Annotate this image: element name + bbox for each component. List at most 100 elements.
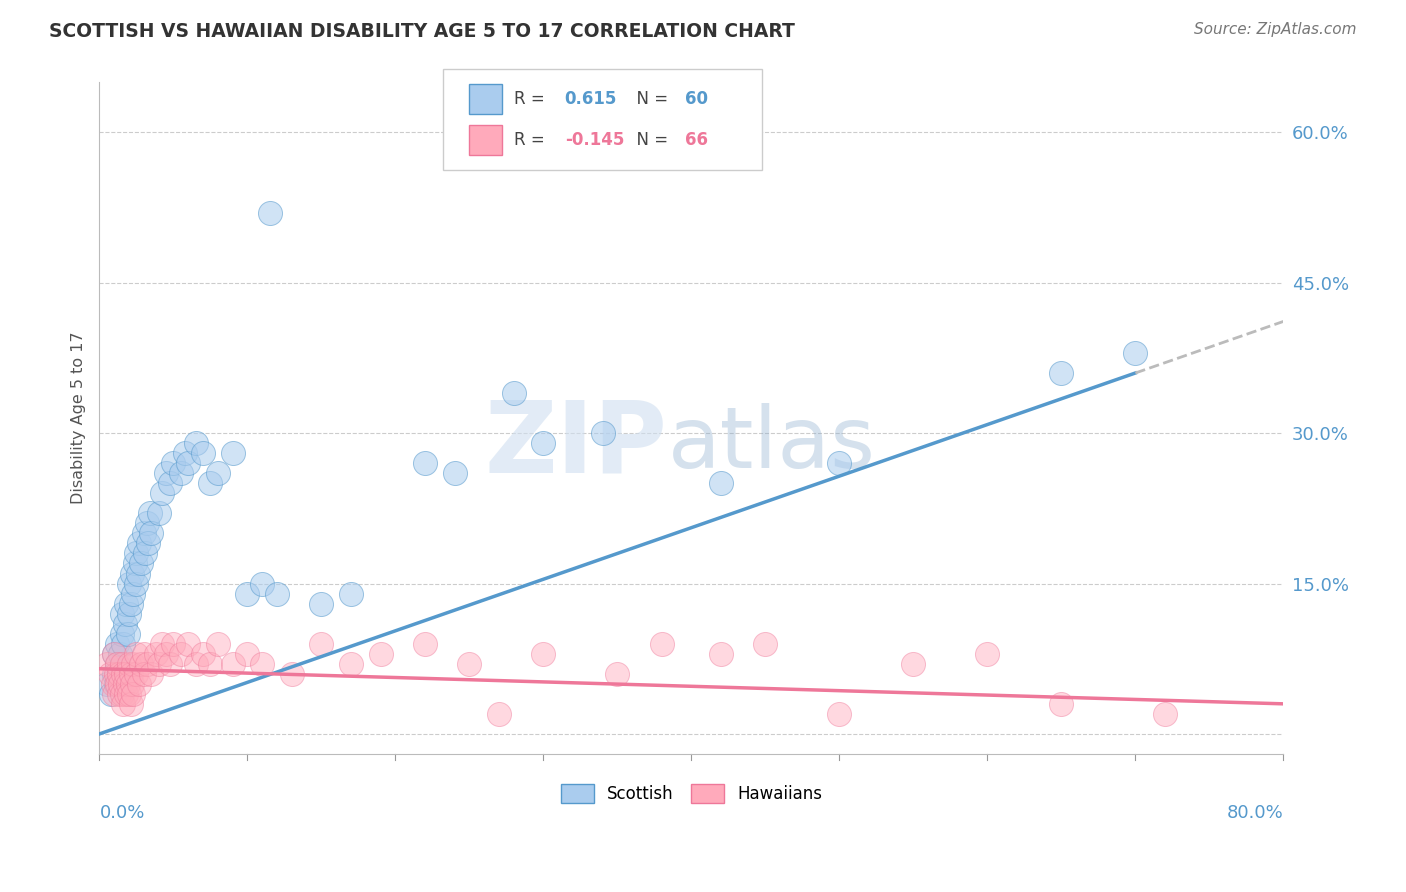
FancyBboxPatch shape xyxy=(468,84,502,114)
Point xyxy=(100,687,122,701)
Point xyxy=(105,637,128,651)
Text: 66: 66 xyxy=(686,131,709,149)
Point xyxy=(828,706,851,721)
Point xyxy=(1050,366,1073,380)
Text: N =: N = xyxy=(626,90,673,108)
Point xyxy=(103,666,125,681)
Point xyxy=(340,586,363,600)
Point xyxy=(118,657,141,671)
Point xyxy=(104,666,127,681)
Point xyxy=(311,637,333,651)
Point xyxy=(98,666,121,681)
Point xyxy=(125,576,148,591)
Point xyxy=(141,526,163,541)
FancyBboxPatch shape xyxy=(443,69,762,169)
Point xyxy=(132,666,155,681)
FancyBboxPatch shape xyxy=(468,125,502,155)
Point xyxy=(1050,697,1073,711)
Point xyxy=(413,456,436,470)
Point xyxy=(502,386,524,401)
Point xyxy=(162,637,184,651)
Point xyxy=(117,626,139,640)
Text: atlas: atlas xyxy=(668,403,876,486)
Point xyxy=(184,436,207,450)
Point xyxy=(266,586,288,600)
Point xyxy=(122,586,145,600)
Y-axis label: Disability Age 5 to 17: Disability Age 5 to 17 xyxy=(72,332,86,504)
Point xyxy=(148,657,170,671)
Point xyxy=(105,657,128,671)
Point xyxy=(127,566,149,581)
Point xyxy=(236,586,259,600)
Point xyxy=(191,446,214,460)
Point xyxy=(118,576,141,591)
Point xyxy=(136,536,159,550)
Point xyxy=(754,637,776,651)
Point xyxy=(606,666,628,681)
Point xyxy=(177,637,200,651)
Point xyxy=(120,666,142,681)
Point xyxy=(135,516,157,531)
Point xyxy=(145,647,167,661)
Point xyxy=(105,677,128,691)
Point xyxy=(141,666,163,681)
Point xyxy=(121,566,143,581)
Point xyxy=(103,687,125,701)
Point xyxy=(710,476,733,491)
Legend: Scottish, Hawaiians: Scottish, Hawaiians xyxy=(554,777,830,809)
Point xyxy=(111,687,134,701)
Point xyxy=(340,657,363,671)
Text: R =: R = xyxy=(513,131,550,149)
Point xyxy=(370,647,392,661)
Point xyxy=(155,467,177,481)
Point xyxy=(125,666,148,681)
Point xyxy=(903,657,925,671)
Point xyxy=(207,637,229,651)
Point xyxy=(710,647,733,661)
Point xyxy=(311,597,333,611)
Point xyxy=(252,657,274,671)
Point xyxy=(139,507,162,521)
Point xyxy=(200,476,222,491)
Point xyxy=(112,666,135,681)
Point xyxy=(114,677,136,691)
Point xyxy=(104,677,127,691)
Point xyxy=(101,677,124,691)
Point xyxy=(103,647,125,661)
Point xyxy=(122,687,145,701)
Point xyxy=(108,677,131,691)
Point xyxy=(107,687,129,701)
Point xyxy=(159,476,181,491)
Point xyxy=(128,677,150,691)
Point xyxy=(177,456,200,470)
Point xyxy=(120,597,142,611)
Point xyxy=(413,637,436,651)
Text: 0.0%: 0.0% xyxy=(100,805,145,822)
Point xyxy=(170,647,193,661)
Text: N =: N = xyxy=(626,131,673,149)
Point xyxy=(112,697,135,711)
Text: Source: ZipAtlas.com: Source: ZipAtlas.com xyxy=(1194,22,1357,37)
Point xyxy=(191,647,214,661)
Point xyxy=(112,637,135,651)
Point xyxy=(114,616,136,631)
Point xyxy=(162,456,184,470)
Point xyxy=(252,576,274,591)
Text: -0.145: -0.145 xyxy=(565,131,624,149)
Point xyxy=(155,647,177,661)
Point xyxy=(207,467,229,481)
Point xyxy=(443,467,465,481)
Point xyxy=(121,677,143,691)
Point xyxy=(531,647,554,661)
Point xyxy=(105,657,128,671)
Point xyxy=(221,657,243,671)
Point xyxy=(115,597,138,611)
Point xyxy=(150,637,173,651)
Point xyxy=(107,666,129,681)
Point xyxy=(651,637,673,651)
Point xyxy=(115,666,138,681)
Point xyxy=(129,657,152,671)
Point xyxy=(107,666,129,681)
Point xyxy=(221,446,243,460)
Point xyxy=(259,205,281,219)
